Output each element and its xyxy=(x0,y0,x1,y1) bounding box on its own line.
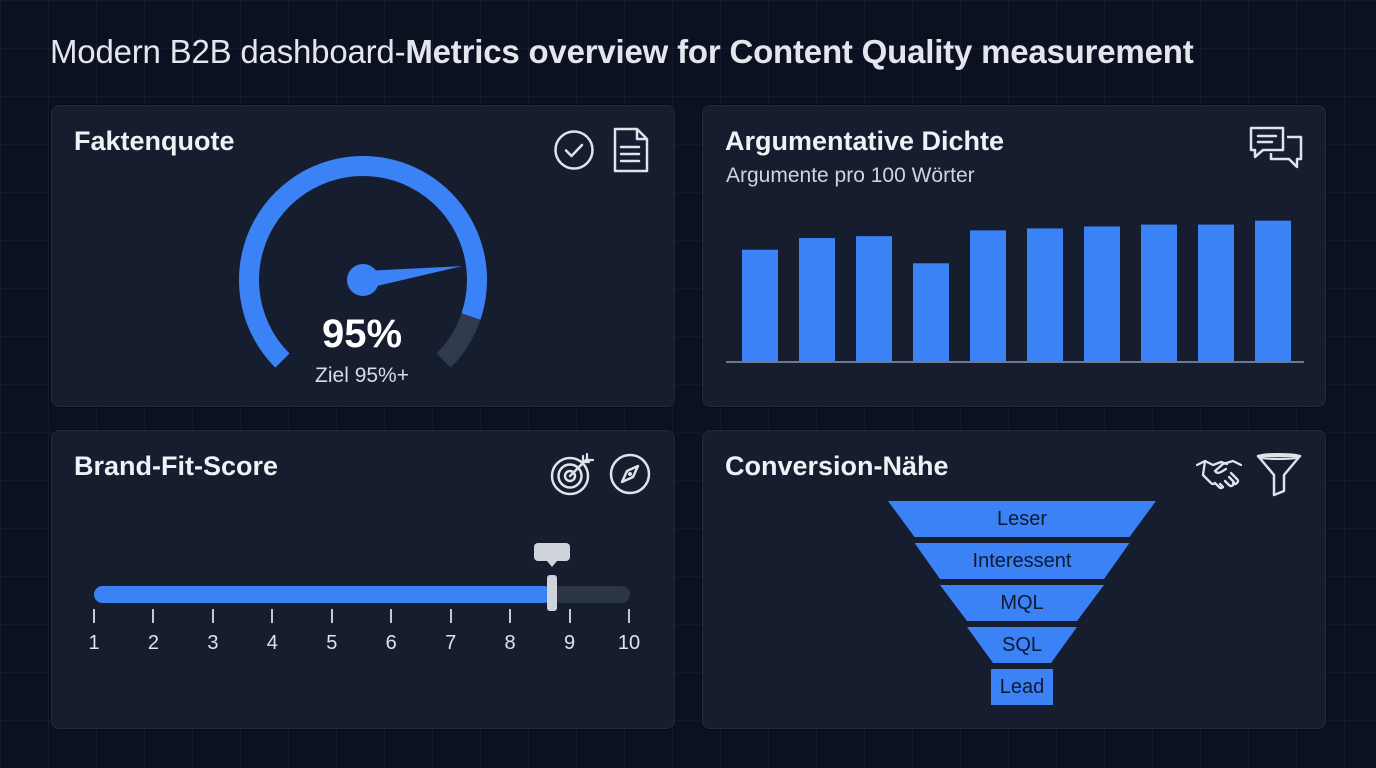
slider-tick-label: 1 xyxy=(88,632,100,654)
target-icon[interactable] xyxy=(549,451,595,497)
bar-7 xyxy=(1084,226,1120,362)
bar-10 xyxy=(1255,220,1291,362)
slider-tick xyxy=(568,609,571,623)
slider-tick xyxy=(390,609,393,623)
bar-4 xyxy=(913,263,949,362)
faktenquote-card: Faktenquote 95% Ziel 95%+ xyxy=(51,105,675,407)
slider-handle[interactable] xyxy=(546,575,557,611)
slider-tick-label: 6 xyxy=(385,632,397,654)
page-title-bold: Metrics overview for Content Quality mea… xyxy=(405,33,1194,70)
argumentative-dichte-card: Argumentative Dichte Argumente pro 100 W… xyxy=(702,105,1326,407)
gauge-needle xyxy=(361,266,463,289)
slider-tick xyxy=(93,609,95,623)
slider-tick xyxy=(211,609,214,623)
bar-8 xyxy=(1141,224,1177,362)
slider-tick-label: 5 xyxy=(326,632,338,654)
argumentative-dichte-chart xyxy=(726,220,1304,363)
funnel-icon[interactable] xyxy=(1255,451,1303,497)
conversion-title: Conversion-Nähe xyxy=(725,451,949,481)
argumentative-dichte-title: Argumentative Dichte xyxy=(725,126,1005,156)
slider-tick-label: 3 xyxy=(207,632,219,654)
faktenquote-gauge xyxy=(239,156,487,368)
slider-tick xyxy=(271,609,274,623)
slider-tick xyxy=(152,609,155,623)
bar-9 xyxy=(1198,224,1234,362)
bar-1 xyxy=(742,249,778,362)
slider-tick xyxy=(449,609,452,623)
gauge-fill xyxy=(239,156,487,368)
argumentative-dichte-subtitle: Argumente pro 100 Wörter xyxy=(726,164,975,187)
check-circle-icon[interactable] xyxy=(552,128,596,172)
bar-3 xyxy=(856,236,892,362)
slider-tick xyxy=(330,609,333,623)
page-title: Modern B2B dashboard-Metrics overview fo… xyxy=(50,33,1194,71)
faktenquote-title: Faktenquote xyxy=(74,126,235,156)
slider-tick-label: 7 xyxy=(445,632,457,654)
funnel-stage-leser[interactable]: Leser xyxy=(888,501,1156,537)
slider-tick-label: 4 xyxy=(266,632,278,654)
slider-tick-label: 9 xyxy=(563,632,576,654)
funnel-stage-mql[interactable]: MQL xyxy=(940,585,1104,621)
chat-bubbles-icon[interactable] xyxy=(1247,124,1305,174)
slider-tick-label: 2 xyxy=(147,632,159,654)
funnel-stage-interessent[interactable]: Interessent xyxy=(914,543,1130,579)
slider-tick xyxy=(628,609,630,623)
bar-5 xyxy=(970,230,1006,362)
funnel-stage-sql[interactable]: SQL xyxy=(967,627,1077,663)
document-icon[interactable] xyxy=(610,126,652,174)
slider-tick-label: 8 xyxy=(504,632,516,654)
faktenquote-value: 95% xyxy=(321,312,403,356)
slider-tick-label: 10 xyxy=(617,632,641,654)
gauge-hub xyxy=(347,264,379,296)
conversion-card: Conversion-Nähe Leser Interessent MQL SQ… xyxy=(702,430,1326,729)
bar-2 xyxy=(799,238,835,362)
page-title-light: Modern B2B dashboard- xyxy=(50,33,406,70)
slider-tick xyxy=(509,609,512,623)
faktenquote-target: Ziel 95%+ xyxy=(315,364,409,387)
handshake-icon[interactable] xyxy=(1195,453,1243,493)
slider-fill xyxy=(94,586,552,603)
bar-6 xyxy=(1027,228,1063,362)
funnel-stage-lead[interactable]: Lead xyxy=(991,669,1053,705)
compass-icon[interactable] xyxy=(608,452,652,496)
brand-fit-slider[interactable] xyxy=(94,543,630,611)
slider-tooltip xyxy=(533,543,570,567)
brand-fit-title: Brand-Fit-Score xyxy=(74,451,279,481)
brand-fit-card: Brand-Fit-Score 1 2 3 4 5 6 7 8 9 10 xyxy=(51,430,675,729)
